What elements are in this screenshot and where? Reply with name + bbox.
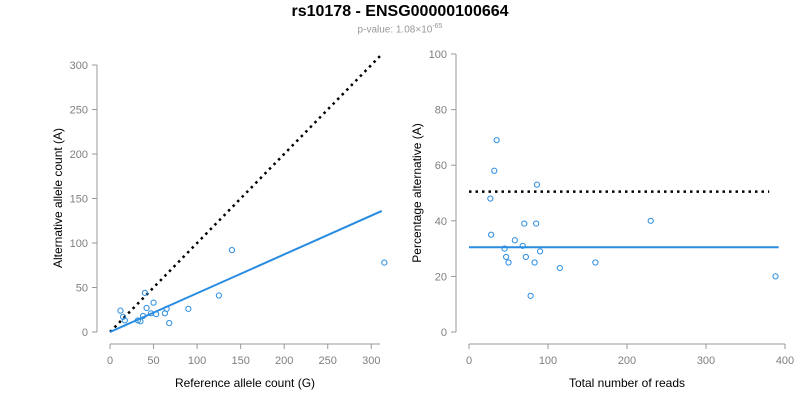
data-point <box>381 259 388 266</box>
y-tick-label: 0 <box>441 327 447 339</box>
data-point <box>537 248 544 255</box>
x-tick-label: 300 <box>697 355 715 367</box>
x-tick-label: 300 <box>362 355 380 367</box>
data-point <box>117 307 124 314</box>
p-value-exponent: -65 <box>432 23 443 30</box>
data-point <box>531 259 538 266</box>
data-point <box>150 299 157 306</box>
data-point <box>139 312 147 320</box>
panel-percentage-alternative: 0 20 40 60 80 100 0 100 200 300 400 Total number of… <box>410 49 794 390</box>
x-tick-label: 400 <box>776 355 794 367</box>
y-tick-label: 40 <box>435 216 447 228</box>
data-point <box>166 320 173 327</box>
x-tick-label: 250 <box>319 355 337 367</box>
data-point <box>141 289 148 296</box>
data-point <box>163 305 170 312</box>
x-tick-label: 200 <box>618 355 636 367</box>
data-point <box>521 220 528 227</box>
y-tick-label: 60 <box>435 160 447 172</box>
x-tick-label: 100 <box>539 355 557 367</box>
x-tick-label: 0 <box>107 355 113 367</box>
data-point <box>772 273 779 280</box>
data-point <box>488 231 495 238</box>
data-point <box>511 237 518 244</box>
data-point <box>493 137 500 144</box>
y-tick-label: 0 <box>82 327 88 339</box>
chart-subtitle: p-value: 1.08×10-65 <box>0 23 800 35</box>
data-point <box>527 292 534 299</box>
x-tick-label: 150 <box>231 355 249 367</box>
y-tick-label: 300 <box>70 60 88 72</box>
data-point <box>533 220 540 227</box>
data-point <box>487 195 494 202</box>
reference-line <box>109 53 383 333</box>
data-point <box>121 317 128 324</box>
data-point <box>519 242 526 249</box>
x-tick-label: 100 <box>188 355 206 367</box>
data-point <box>228 247 236 254</box>
x-axis-title: Total number of reads <box>569 376 685 390</box>
y-tick-label: 100 <box>70 238 88 250</box>
y-tick-label: 150 <box>70 194 88 206</box>
data-point <box>533 181 541 188</box>
y-tick-label: 80 <box>435 105 447 117</box>
y-axis-title: Percentage alternative (A) <box>410 123 424 262</box>
data-point <box>119 313 127 320</box>
p-value-text: p-value: 1.08×10 <box>357 24 433 36</box>
chart-title: rs10178 - ENSG00000100664 <box>291 3 509 20</box>
data-point <box>491 167 498 174</box>
data-point <box>522 253 529 261</box>
fit-line <box>109 210 383 333</box>
data-point <box>503 253 510 261</box>
data-point <box>556 264 563 272</box>
data-point <box>647 217 654 224</box>
data-point <box>143 304 150 312</box>
data-point <box>215 292 222 299</box>
y-axis-title: Alternative allele count (A) <box>51 128 65 268</box>
x-tick-label: 0 <box>466 355 472 367</box>
data-point <box>153 311 160 318</box>
y-tick-label: 200 <box>70 149 88 161</box>
x-tick-label: 50 <box>147 355 159 367</box>
data-point <box>505 259 512 266</box>
data-point <box>134 317 141 324</box>
y-tick-label: 50 <box>76 283 88 295</box>
y-tick-label: 250 <box>70 105 88 117</box>
data-point <box>592 259 599 266</box>
y-tick-label: 20 <box>435 271 447 283</box>
data-point <box>137 318 144 325</box>
data-point <box>501 245 508 252</box>
panel-allele-counts: 0 50 100 150 200 250 300 0 50 100 150 200 250 300 Refe… <box>51 53 388 390</box>
data-point <box>185 305 192 312</box>
x-axis-title: Reference allele count (G) <box>175 376 315 390</box>
x-tick-label: 200 <box>275 355 293 367</box>
y-tick-label: 100 <box>429 49 447 61</box>
